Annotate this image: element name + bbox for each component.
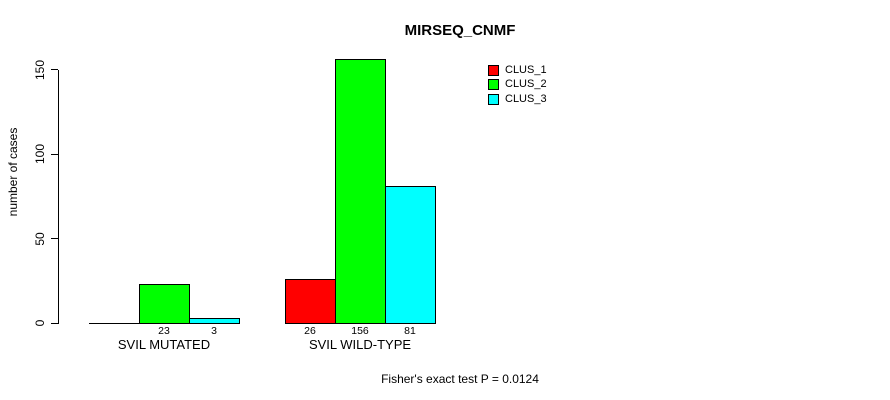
legend-label: CLUS_3 — [505, 92, 547, 105]
y-axis-tick — [51, 153, 58, 155]
legend-color-swatch — [488, 79, 499, 91]
bar-value-label: 3 — [211, 324, 217, 337]
y-axis-line — [58, 69, 59, 324]
y-axis-tick-label: 0 — [33, 319, 47, 327]
bar-value-label: 26 — [304, 324, 316, 337]
y-axis-tick — [51, 238, 58, 239]
bar-clus_1-zero — [89, 323, 140, 324]
y-axis-tick-label: 150 — [33, 59, 47, 80]
bar-value-label: 81 — [404, 324, 416, 337]
y-axis-tick-label: 50 — [33, 231, 47, 246]
legend-label: CLUS_1 — [505, 64, 547, 76]
y-axis-tick — [51, 69, 58, 70]
y-axis-tick — [51, 322, 58, 324]
legend-color-swatch — [488, 65, 499, 76]
bar-clus_2 — [335, 59, 386, 324]
bar-clus_2 — [139, 284, 190, 324]
fisher-test-annotation: Fisher's exact test P = 0.0124 — [381, 372, 539, 386]
bar-clus_1 — [285, 279, 336, 324]
x-axis-category-label: SVIL WILD-TYPE — [308, 337, 412, 352]
chart-title: MIRSEQ_CNMF — [404, 22, 516, 39]
bar-clus_3 — [189, 318, 240, 324]
y-axis-tick-label: 100 — [33, 143, 47, 165]
bar-clus_3 — [385, 186, 436, 324]
x-axis-category-label: SVIL MUTATED — [117, 337, 211, 352]
legend-label: CLUS_2 — [505, 78, 547, 91]
legend-color-swatch — [488, 93, 499, 105]
y-axis-label: number of cases — [6, 127, 20, 217]
bar-value-label: 23 — [158, 324, 170, 337]
bar-value-label: 156 — [351, 324, 369, 337]
